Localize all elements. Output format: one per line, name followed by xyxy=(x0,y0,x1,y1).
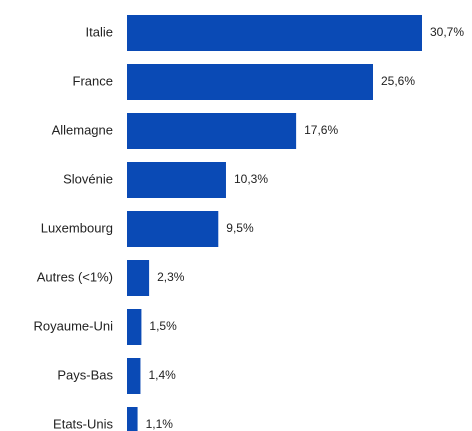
bar xyxy=(127,211,219,247)
bar xyxy=(127,15,422,51)
value-label: 10,3% xyxy=(234,172,268,186)
bar xyxy=(127,309,142,345)
category-label: Luxembourg xyxy=(41,220,113,235)
value-label: 1,5% xyxy=(149,319,177,333)
category-label: France xyxy=(73,73,113,88)
category-label: Slovénie xyxy=(63,171,113,186)
bar xyxy=(127,358,141,394)
bar xyxy=(127,407,138,431)
value-label: 2,3% xyxy=(157,270,185,284)
value-label: 25,6% xyxy=(381,74,415,88)
value-label: 17,6% xyxy=(304,123,338,137)
bar xyxy=(127,64,373,100)
category-label: Etats-Unis xyxy=(53,416,113,431)
bar xyxy=(127,162,226,198)
category-label: Allemagne xyxy=(52,122,113,137)
value-label: 9,5% xyxy=(226,221,254,235)
category-label: Pays-Bas xyxy=(57,367,113,382)
value-label: 1,1% xyxy=(146,417,174,431)
value-label: 30,7% xyxy=(430,25,464,39)
category-label: Royaume-Uni xyxy=(34,318,114,333)
bar xyxy=(127,260,150,296)
category-label: Autres (<1%) xyxy=(37,269,113,284)
value-label: 1,4% xyxy=(148,368,176,382)
bar xyxy=(127,113,297,149)
category-label: Italie xyxy=(86,24,113,39)
